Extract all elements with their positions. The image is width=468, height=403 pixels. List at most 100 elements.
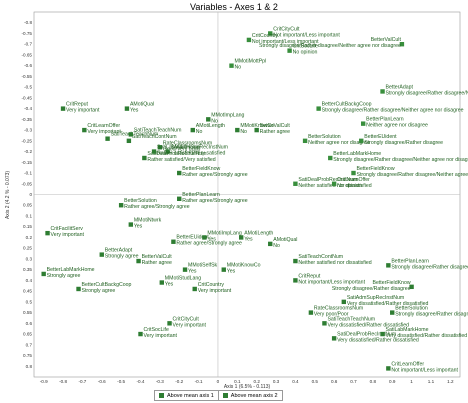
point-marker <box>76 286 81 292</box>
point-marker <box>45 230 50 236</box>
point-sublabel: Yes <box>227 269 236 275</box>
point-sublabel: Very dissatisfied/Rather dissatisfied <box>327 322 409 328</box>
point-label: BetterLabMarkHome <box>333 151 381 157</box>
point-marker <box>390 310 395 315</box>
data-point: SatiTeachContNum <box>126 134 177 144</box>
point-label: BetterEUident <box>176 235 209 241</box>
point-sublabel: Rather agree <box>260 129 290 135</box>
y-tick-label: -0.6 <box>24 63 32 68</box>
point-label: SatiLabMarkHome <box>386 327 429 333</box>
point-label: CritSocLife <box>144 327 169 333</box>
point-label: MMotImpLang <box>211 112 244 118</box>
point-marker <box>221 267 226 272</box>
x-tick-label: -0.7 <box>78 379 86 384</box>
point-marker <box>331 181 337 186</box>
point-marker <box>151 149 157 154</box>
y-tick-label: -0.05 <box>22 181 33 186</box>
point-marker <box>229 63 234 68</box>
point-marker <box>105 136 110 141</box>
point-marker <box>341 299 347 305</box>
point-label: MMotiSelfSk <box>188 263 218 269</box>
data-point: SatiTeachTeachNum <box>128 127 181 137</box>
point-label: MMotiStudLang <box>165 276 201 282</box>
point-sublabel: No <box>211 118 218 124</box>
point-marker <box>142 155 147 161</box>
point-sublabel: Strongly disagree/Rather disagree <box>391 264 468 270</box>
y-tick-label: 0.25 <box>23 246 32 251</box>
point-sublabel: Strongly agree <box>82 288 116 294</box>
point-sublabel: Not important/Less important <box>252 39 319 45</box>
point-sublabel: Very important <box>51 232 85 238</box>
point-label: BetterSolution <box>124 198 157 204</box>
x-tick-label: 0.4 <box>292 379 299 384</box>
point-sublabel: Strongly disagree/Rather disagree <box>364 140 443 146</box>
point-label: AMotiQual <box>273 237 297 243</box>
chart-title: Variables - Axes 1 & 2 <box>190 2 278 12</box>
point-sublabel: Strongly disagree/Rather disagree/Neithe… <box>333 157 468 163</box>
x-tick-label: 0.2 <box>253 379 260 384</box>
point-label: BetterValCult <box>260 123 291 129</box>
point-label: MMotiKnowCo <box>227 263 261 269</box>
y-tick-label: -0.3 <box>24 128 32 133</box>
point-sublabel: Rather satisfied/Very satisfied <box>157 151 225 157</box>
axis-lines <box>34 12 460 377</box>
point-marker <box>293 181 298 186</box>
point-marker <box>124 106 130 111</box>
y-tick-label: 0.5 <box>26 299 33 304</box>
point-label: CritLearnOffer <box>391 361 424 367</box>
y-tick-label: -0.75 <box>22 31 33 36</box>
point-label: CritSocLife <box>293 44 318 50</box>
x-tick-label: -0.8 <box>59 379 67 384</box>
point-label: BetterValCult <box>371 37 402 43</box>
point-marker <box>308 310 314 315</box>
point-sublabel: Yes <box>130 108 139 114</box>
point-label: SatiLabMarkHome <box>157 145 200 151</box>
y-tick-label: -0.45 <box>22 95 33 100</box>
point-label: BetterPlanLearn <box>366 117 404 123</box>
point-sublabel: Good/Very good <box>163 146 201 152</box>
x-tick-label: -0.5 <box>117 379 125 384</box>
point-marker <box>82 127 87 133</box>
y-tick-label: 0.2 <box>26 235 33 240</box>
point-sublabel: Strongly disagree/Rather disagree/Neithe… <box>386 90 468 96</box>
point-sublabel: Very important <box>66 108 100 114</box>
tick-labels: -0.9 -0.8 -0.7 -0.6 -0.5 -0.4 -0.3 -0.2 -0.1 0 0.1… <box>22 20 454 384</box>
point-marker <box>254 127 259 133</box>
point-label: RateClassroomsNum <box>163 140 212 146</box>
point-sublabel: No <box>240 129 247 135</box>
point-sublabel: Yes <box>165 282 174 288</box>
point-sublabel: Strongly agree <box>47 273 81 279</box>
point-sublabel: Strongly agree <box>105 254 139 260</box>
x-tick-label: 0.6 <box>331 379 338 384</box>
point-marker <box>360 121 366 126</box>
point-label: SatiDealProbRecInstNum <box>147 151 206 157</box>
point-sublabel: Rather agree <box>142 260 172 266</box>
point-sublabel: Strongly disagree/Rather disagree/Neithe… <box>322 108 464 114</box>
y-tick-label: 0.7 <box>26 342 33 347</box>
point-marker <box>302 138 308 144</box>
point-label: CritFacilitServ <box>51 226 84 232</box>
y-tick-label: 0.15 <box>23 224 32 229</box>
x-tick-label: 0 <box>217 379 220 384</box>
